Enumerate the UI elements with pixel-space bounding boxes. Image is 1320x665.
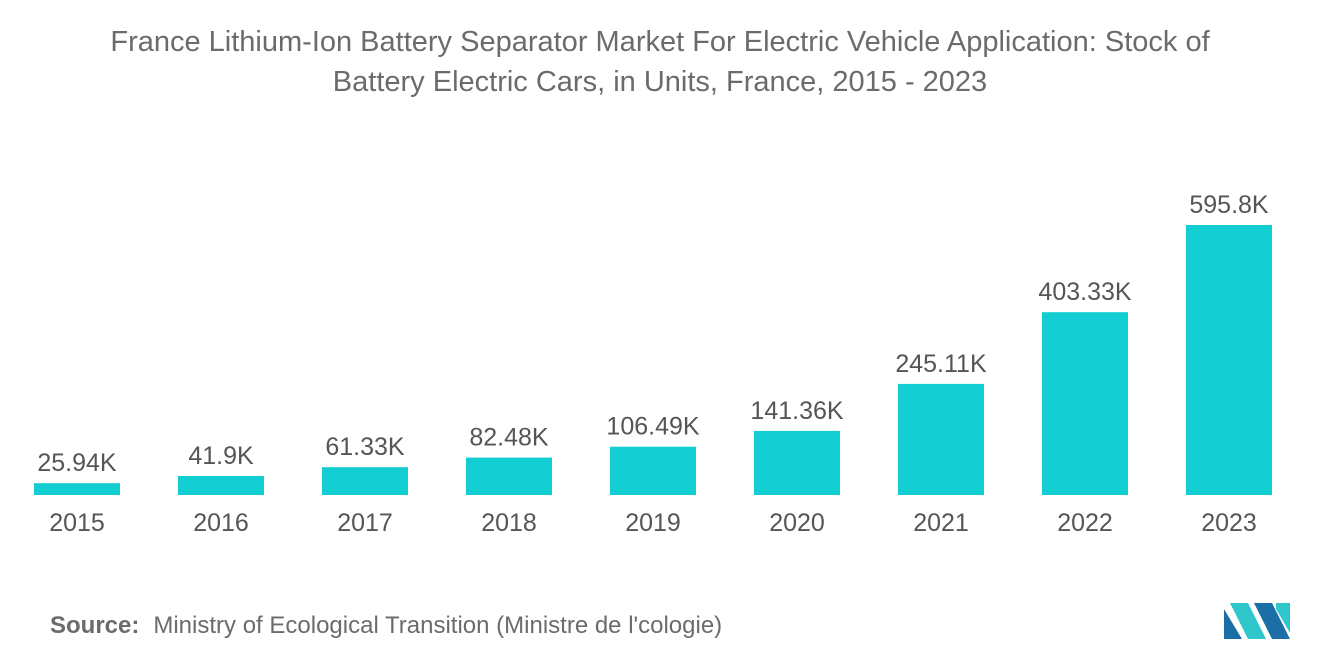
x-tick-label-2015: 2015 bbox=[49, 509, 105, 537]
x-tick-label-2019: 2019 bbox=[625, 509, 681, 537]
x-tick-label-2017: 2017 bbox=[337, 509, 393, 537]
bar-2018 bbox=[466, 457, 552, 495]
source-text: Ministry of Ecological Transition (Minis… bbox=[153, 612, 723, 639]
bar-2021 bbox=[898, 383, 984, 495]
data-label-2019: 106.49K bbox=[606, 413, 699, 441]
mordor-intelligence-logo-icon bbox=[1224, 603, 1290, 639]
chart-title: France Lithium-Ion Battery Separator Mar… bbox=[20, 22, 1300, 102]
data-label-2017: 61.33K bbox=[325, 433, 405, 461]
source-note: Source: Ministry of Ecological Transition… bbox=[50, 612, 722, 640]
x-tick-label-2018: 2018 bbox=[481, 509, 537, 537]
chart-title-line-2: Battery Electric Cars, in Units, France,… bbox=[332, 66, 988, 98]
bar-2019 bbox=[610, 446, 696, 495]
data-label-2015: 25.94K bbox=[37, 449, 117, 477]
bar-2016 bbox=[178, 476, 264, 495]
x-tick-label-2020: 2020 bbox=[769, 509, 825, 537]
data-label-2023: 595.8K bbox=[1189, 191, 1269, 219]
data-label-2022: 403.33K bbox=[1038, 278, 1131, 306]
x-tick-label-2023: 2023 bbox=[1201, 509, 1257, 537]
bar-2015 bbox=[34, 483, 120, 495]
data-label-2021: 245.11K bbox=[895, 350, 987, 378]
data-label-2020: 141.36K bbox=[750, 397, 843, 425]
data-label-2018: 82.48K bbox=[469, 424, 549, 452]
bar-chart: 25.94K 2015 41.9K 2016 61.33K 2017 82.48K 2018 1… bbox=[34, 191, 1272, 537]
bar-2022 bbox=[1042, 312, 1128, 495]
data-label-2016: 41.9K bbox=[188, 442, 254, 470]
source-label: Source: bbox=[50, 612, 140, 639]
x-tick-label-2022: 2022 bbox=[1057, 509, 1113, 537]
bar-2023 bbox=[1186, 225, 1272, 495]
x-tick-label-2021: 2021 bbox=[913, 509, 969, 537]
x-tick-label-2016: 2016 bbox=[193, 509, 249, 537]
chart-title-line-1: France Lithium-Ion Battery Separator Mar… bbox=[110, 26, 1210, 58]
bar-2020 bbox=[754, 430, 840, 495]
bar-2017 bbox=[322, 467, 408, 495]
